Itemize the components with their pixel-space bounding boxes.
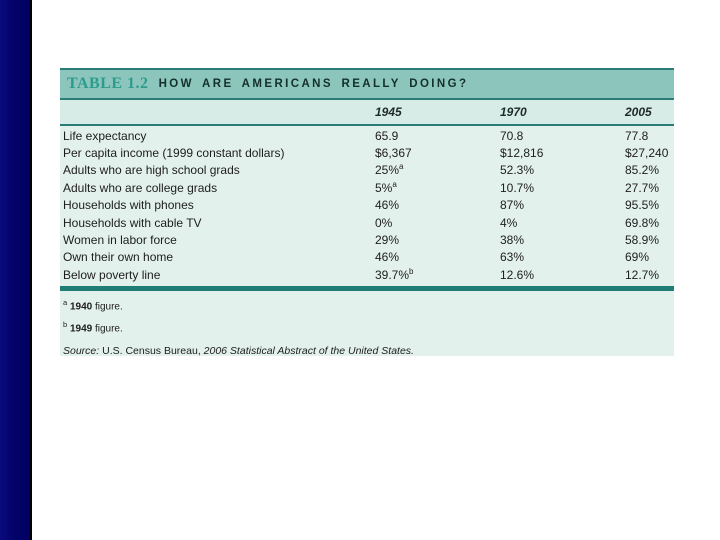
superscript-marker: a (392, 179, 397, 189)
table-row: Households with cable TV 0% 4% 69.8% (60, 214, 674, 231)
cell-value: 69.8% (625, 215, 660, 230)
cell-value: 46% (375, 198, 400, 213)
cell-value: 38% (500, 233, 525, 248)
row-label: Women in labor force (63, 233, 177, 248)
superscript-marker: a (399, 162, 404, 172)
row-label: Adults who are college grads (63, 180, 218, 195)
table-bottom-rule (60, 285, 674, 291)
cell-value: 87% (500, 198, 525, 213)
row-label: Per capita income (1999 constant dollars… (63, 146, 285, 161)
cell-value: $6,367 (375, 146, 412, 161)
table-row: Own their own home 46% 63% 69% (60, 249, 674, 266)
source-line: Source: U.S. Census Bureau, 2006 Statist… (63, 345, 674, 357)
table-row: Households with phones 46% 87% 95.5% (60, 197, 674, 214)
column-header-row: 1945 1970 2005 (60, 100, 674, 124)
column-header-2005: 2005 (625, 105, 652, 119)
cell-value: 12.7% (625, 267, 660, 282)
cell-value: 58.9% (625, 233, 660, 248)
table-top-rule (60, 68, 674, 70)
cell-value: 95.5% (625, 198, 660, 213)
cell-value: $12,816 (500, 146, 544, 161)
cell-value: 63% (500, 250, 525, 265)
cell-value: 4% (500, 215, 518, 230)
row-label: Households with cable TV (63, 215, 202, 230)
cell-value: 69% (625, 250, 650, 265)
cell-value: 29% (375, 233, 400, 248)
table-row: Women in labor force 29% 38% 58.9% (60, 231, 674, 248)
table-footer: a 1940 figure. b 1949 figure. Source: U.S… (60, 290, 674, 357)
table-header-rule (60, 98, 674, 100)
source-segment: 2006 Statistical Abstract of the United … (203, 345, 414, 358)
cell-value: 85.2% (625, 163, 660, 178)
cell-value: 46% (375, 250, 400, 265)
row-label: Own their own home (63, 250, 174, 265)
table-row: Per capita income (1999 constant dollars… (60, 144, 674, 161)
cell-value: 39.7%b (375, 266, 414, 282)
row-label: Below poverty line (63, 267, 161, 282)
table-row: Adults who are high school grads 25%a 52.3… (60, 162, 674, 179)
table-row: Life expectancy 65.9 70.8 77.8 (60, 127, 674, 144)
row-label: Life expectancy (63, 128, 147, 143)
column-header-1970: 1970 (500, 105, 527, 119)
cell-value: 10.7% (500, 180, 535, 195)
source-segment: Source: (63, 345, 100, 358)
cell-value: 25%a (375, 162, 404, 178)
column-header-1945: 1945 (375, 105, 402, 119)
cell-value: 0% (375, 215, 393, 230)
table-title: HOW ARE AMERICANS REALLY DOING? (158, 78, 469, 90)
table-header-band: TABLE 1.2 HOW ARE AMERICANS REALLY DOING… (60, 70, 674, 98)
footnote-marker: a (63, 297, 68, 307)
row-label: Adults who are high school grads (63, 163, 240, 178)
cell-value: 65.9 (375, 128, 399, 143)
cell-value: 52.3% (500, 163, 535, 178)
footnote-year: 1949 (69, 323, 93, 335)
column-header-rule (60, 124, 674, 126)
cell-value: 12.6% (500, 267, 535, 282)
table-body: Life expectancy 65.9 70.8 77.8 Per capita in… (60, 126, 674, 286)
superscript-marker: b (409, 266, 414, 276)
row-label: Households with phones (63, 198, 194, 213)
slide-left-accent-bar (0, 0, 32, 540)
table-row: Below poverty line 39.7%b 12.6% 12.7% (60, 266, 674, 283)
table-row: Adults who are college grads 5%a 10.7% 27.7… (60, 179, 674, 196)
footnote: b 1949 figure. (63, 319, 123, 335)
cell-value: 70.8 (500, 128, 524, 143)
cell-value: $27,240 (625, 146, 669, 161)
footnotes-container: a 1940 figure. b 1949 figure. (63, 298, 674, 335)
source-segment: U.S. Census Bureau, (99, 345, 204, 358)
footnote-year: 1940 (69, 300, 93, 312)
statistics-table: TABLE 1.2 HOW ARE AMERICANS REALLY DOING… (60, 68, 674, 357)
cell-value: 5%a (375, 179, 397, 195)
footnote-marker: b (63, 319, 68, 329)
cell-value: 77.8 (625, 128, 649, 143)
footnote: a 1940 figure. (63, 297, 123, 312)
table-number-label: TABLE 1.2 (67, 75, 149, 92)
cell-value: 27.7% (625, 180, 660, 195)
